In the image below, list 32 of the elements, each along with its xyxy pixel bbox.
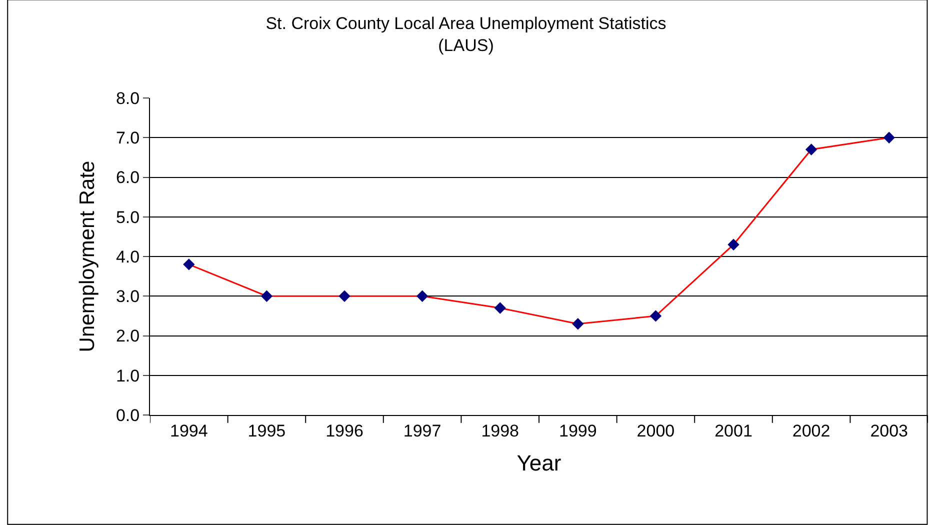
point — [338, 290, 350, 302]
x-tick-label: 2000 — [636, 421, 675, 440]
y-tick-label: 8.0 — [116, 88, 140, 108]
y-tick-label: 0.0 — [116, 406, 140, 425]
point — [883, 132, 895, 144]
point — [572, 318, 584, 330]
y-axis-title: Unemployment Rate — [76, 160, 100, 352]
y-tick-label: 6.0 — [116, 168, 140, 188]
y-tick-label: 1.0 — [116, 366, 140, 386]
x-tick-label: 2002 — [792, 421, 830, 440]
point — [494, 302, 506, 314]
x-tick-label: 1997 — [403, 421, 442, 440]
x-tick-label: 1998 — [481, 421, 520, 440]
x-tick-label: 1999 — [558, 421, 597, 440]
x-tick-label: 1995 — [248, 421, 286, 440]
y-tick-label: 7.0 — [116, 128, 140, 148]
point — [728, 238, 740, 250]
point — [183, 258, 195, 270]
x-tick-label: 2003 — [870, 421, 908, 440]
y-tick-label: 4.0 — [116, 247, 140, 266]
point — [416, 290, 428, 302]
point — [260, 290, 273, 302]
x-tick-label: 2001 — [714, 421, 752, 440]
y-tick-label: 2.0 — [116, 326, 140, 346]
y-tick-label: 3.0 — [116, 287, 140, 306]
point — [650, 310, 662, 322]
chart-title: St. Croix County Local Area Unemployment Statistics (LAUS) — [266, 14, 666, 55]
point — [805, 144, 818, 156]
x-tick-label: 1994 — [170, 421, 208, 440]
y-tick-label: 5.0 — [116, 208, 140, 227]
x-tick-label: 1996 — [326, 421, 364, 440]
x-axis-title: Year — [516, 450, 562, 476]
